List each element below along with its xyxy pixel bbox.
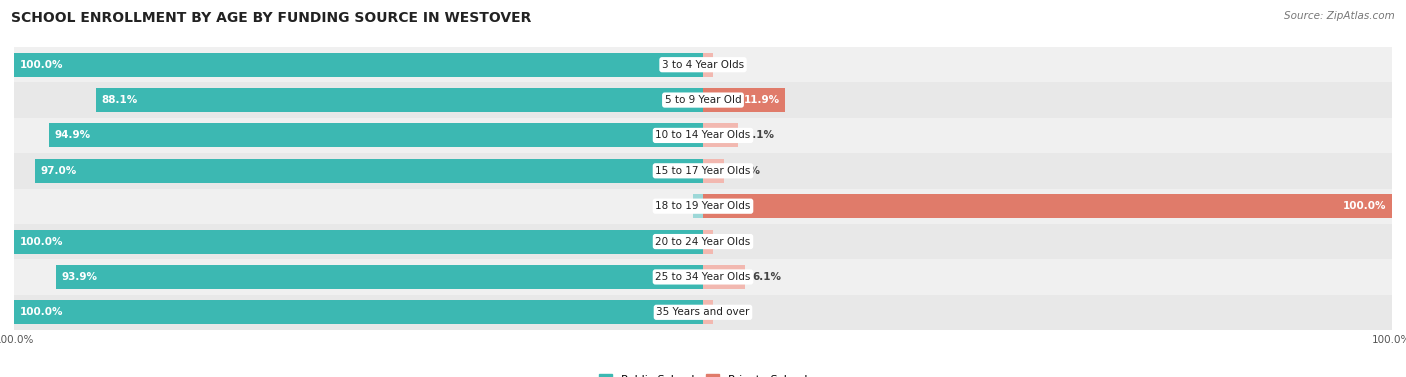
Bar xyxy=(35,159,703,183)
Text: 5.1%: 5.1% xyxy=(745,130,775,141)
Text: 3.1%: 3.1% xyxy=(731,166,761,176)
Bar xyxy=(703,88,785,112)
Text: 93.9%: 93.9% xyxy=(62,272,97,282)
Bar xyxy=(703,265,745,289)
Bar xyxy=(14,47,1392,83)
Bar xyxy=(693,194,703,218)
Text: 88.1%: 88.1% xyxy=(101,95,138,105)
Bar xyxy=(14,83,1392,118)
Bar xyxy=(14,230,703,254)
Text: 0.0%: 0.0% xyxy=(668,201,692,211)
Text: 5 to 9 Year Old: 5 to 9 Year Old xyxy=(665,95,741,105)
Bar xyxy=(703,123,738,147)
Text: 11.9%: 11.9% xyxy=(744,95,779,105)
Bar xyxy=(14,188,1392,224)
Text: 100.0%: 100.0% xyxy=(20,236,63,247)
Bar xyxy=(14,259,1392,294)
Legend: Public School, Private School: Public School, Private School xyxy=(595,369,811,377)
Text: 20 to 24 Year Olds: 20 to 24 Year Olds xyxy=(655,236,751,247)
Bar xyxy=(14,53,703,77)
Text: 97.0%: 97.0% xyxy=(41,166,76,176)
Text: SCHOOL ENROLLMENT BY AGE BY FUNDING SOURCE IN WESTOVER: SCHOOL ENROLLMENT BY AGE BY FUNDING SOUR… xyxy=(11,11,531,25)
Text: 100.0%: 100.0% xyxy=(20,307,63,317)
Text: 100.0%: 100.0% xyxy=(20,60,63,70)
Text: 6.1%: 6.1% xyxy=(752,272,780,282)
Bar xyxy=(14,294,1392,330)
Bar xyxy=(703,230,713,254)
Text: 15 to 17 Year Olds: 15 to 17 Year Olds xyxy=(655,166,751,176)
Text: 0.0%: 0.0% xyxy=(714,60,738,70)
Text: 0.0%: 0.0% xyxy=(714,307,738,317)
Text: 94.9%: 94.9% xyxy=(55,130,91,141)
Text: 10 to 14 Year Olds: 10 to 14 Year Olds xyxy=(655,130,751,141)
Text: 100.0%: 100.0% xyxy=(1343,201,1386,211)
Text: 3 to 4 Year Olds: 3 to 4 Year Olds xyxy=(662,60,744,70)
Text: Source: ZipAtlas.com: Source: ZipAtlas.com xyxy=(1284,11,1395,21)
Text: 25 to 34 Year Olds: 25 to 34 Year Olds xyxy=(655,272,751,282)
Bar xyxy=(703,159,724,183)
Bar xyxy=(703,53,713,77)
Text: 18 to 19 Year Olds: 18 to 19 Year Olds xyxy=(655,201,751,211)
Bar xyxy=(703,194,1392,218)
Bar xyxy=(14,300,703,324)
Bar xyxy=(49,123,703,147)
Bar xyxy=(56,265,703,289)
Bar xyxy=(703,300,713,324)
Bar xyxy=(14,224,1392,259)
Text: 0.0%: 0.0% xyxy=(714,236,738,247)
Bar xyxy=(14,118,1392,153)
Bar xyxy=(96,88,703,112)
Text: 35 Years and over: 35 Years and over xyxy=(657,307,749,317)
Bar xyxy=(14,153,1392,188)
